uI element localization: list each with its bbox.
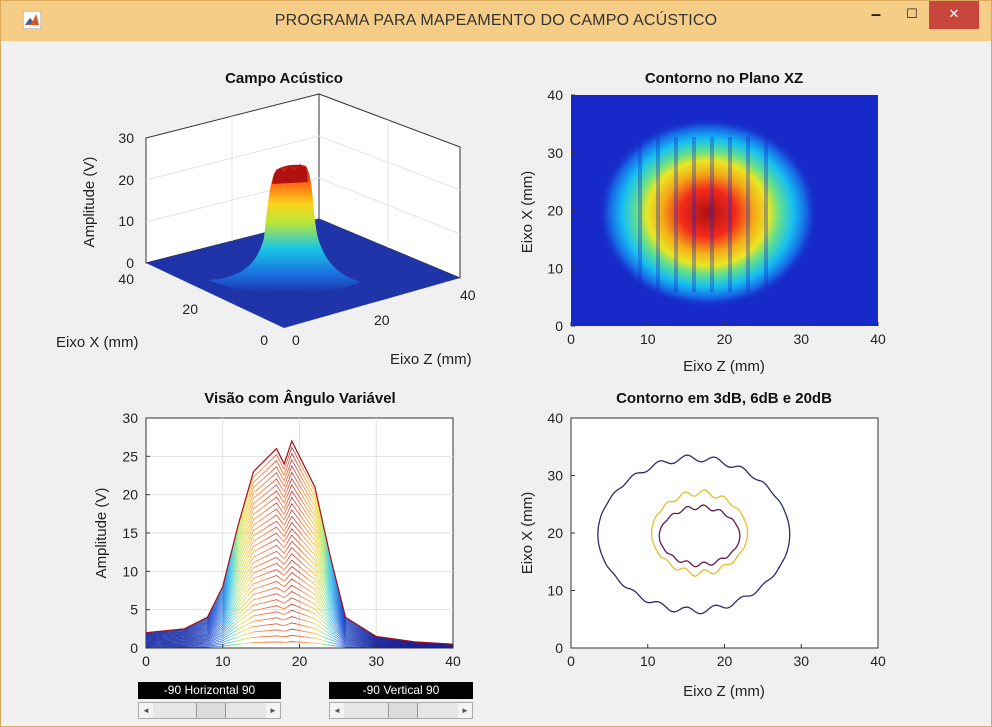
vertical-right-arrow-icon[interactable]: ► [458,703,472,718]
side-view-ytick-25: 25 [122,448,138,464]
contour-xtick-20: 20 [717,653,733,669]
minimize-icon: – [870,4,881,24]
y-tick-0: 0 [292,332,300,348]
side-view-plot[interactable]: Visão com Ângulo Variável 0 10 20 30 40 0 5 10… [93,389,461,669]
side-view-xtick-10: 10 [215,653,231,669]
side-view-xtick-20: 20 [292,653,308,669]
figure-area: Campo Acústico 30 20 10 [8,42,984,722]
contour-ytick-30: 30 [547,468,563,484]
side-view-lines [145,439,454,649]
contour-ytick-20: 20 [547,525,563,541]
side-view-ytick-5: 5 [130,602,138,618]
surface-title: Campo Acústico [225,70,343,87]
z-tick-30: 30 [118,130,134,146]
side-view-title: Visão com Ângulo Variável [204,389,395,407]
contour-6dB [650,489,749,577]
horizontal-left-arrow-icon[interactable]: ◄ [139,703,153,718]
side-view-ytick-30: 30 [122,410,138,426]
contour-xtick-10: 10 [640,653,656,669]
minimize-button[interactable]: – [861,1,891,29]
horizontal-slider[interactable]: ◄ ► [138,702,281,719]
horizontal-slider-thumb[interactable] [196,703,226,718]
title-bar[interactable]: PROGRAMA PARA MAPEAMENTO DO CAMPO ACÚSTI… [1,1,991,41]
heatmap-xtick-20: 20 [717,331,733,347]
surface-xlabel: Eixo X (mm) [56,334,139,351]
contour-ylabel: Eixo X (mm) [519,492,536,575]
figure-canvas: Campo Acústico 30 20 10 [56,70,886,700]
contour-xtick-30: 30 [793,653,809,669]
z-tick-10: 10 [118,213,134,229]
side-view-ytick-15: 15 [122,525,138,541]
x-tick-0: 0 [260,332,268,348]
vertical-slider-label: -90 Vertical 90 [329,682,473,699]
heatmap-xtick-10: 10 [640,331,656,347]
heatmap-ytick-40: 40 [547,87,563,103]
heatmap-xtick-30: 30 [793,331,809,347]
y-tick-40: 40 [460,287,476,303]
contour-area [570,417,879,649]
heatmap-ytick-20: 20 [547,203,563,219]
horizontal-slider-label: -90 Horizontal 90 [138,682,281,699]
contour-ytick-10: 10 [547,583,563,599]
side-view-xtick-0: 0 [142,653,150,669]
contour-title: Contorno em 3dB, 6dB e 20dB [616,390,832,407]
heatmap-ytick-30: 30 [547,145,563,161]
heatmap-title: Contorno no Plano XZ [645,70,803,87]
heatmap-ylabel: Eixo X (mm) [519,171,536,254]
side-view-ytick-10: 10 [122,563,138,579]
side-view-ytick-0: 0 [130,640,138,656]
heatmap-xtick-0: 0 [567,331,575,347]
close-button[interactable]: ✕ [929,1,979,29]
y-tick-20: 20 [374,312,390,328]
vertical-slider[interactable]: ◄ ► [329,702,473,719]
heatmap-xlabel: Eixo Z (mm) [683,358,765,375]
vertical-left-arrow-icon[interactable]: ◄ [330,703,344,718]
surface-zlabel: Amplitude (V) [81,157,98,248]
vertical-slider-thumb[interactable] [388,703,418,718]
heatmap-ytick-10: 10 [547,260,563,276]
contour-plot[interactable]: Contorno em 3dB, 6dB e 20dB 0 10 20 30 40 0 1… [519,390,886,700]
close-icon: ✕ [948,6,960,21]
side-view-ylabel: Amplitude (V) [93,488,110,579]
side-view-xtick-40: 40 [445,653,461,669]
side-view-ytick-20: 20 [122,487,138,503]
heatmap-striations [638,137,768,292]
heatmap-hotspot [598,118,818,308]
contour-ytick-40: 40 [547,410,563,426]
contour-ytick-0: 0 [555,640,563,656]
surface-ylabel: Eixo Z (mm) [390,351,472,368]
z-tick-0: 0 [126,255,134,271]
contour-3dB [658,504,741,568]
x-tick-40: 40 [118,271,134,287]
x-tick-20: 20 [182,301,198,317]
heatmap-ytick-0: 0 [555,318,563,334]
horizontal-right-arrow-icon[interactable]: ► [266,703,280,718]
surface-plot[interactable]: Campo Acústico 30 20 10 [56,70,476,368]
heatmap-plot[interactable]: Contorno no Plano XZ 0 10 20 30 40 0 10 20 30 40… [519,70,886,375]
side-view-envelope [145,439,454,645]
contour-20dB [597,454,791,615]
heatmap-xtick-40: 40 [870,331,886,347]
matlab-icon [23,11,41,29]
window-title: PROGRAMA PARA MAPEAMENTO DO CAMPO ACÚSTI… [274,12,718,29]
maximize-button[interactable]: ☐ [897,1,927,29]
surface-peak [208,164,360,294]
z-tick-20: 20 [118,172,134,188]
contour-xtick-40: 40 [870,653,886,669]
surface-peak-top [272,164,308,184]
maximize-icon: ☐ [906,6,918,21]
contour-xtick-0: 0 [567,653,575,669]
contour-xlabel: Eixo Z (mm) [683,683,765,700]
side-view-xtick-30: 30 [368,653,384,669]
